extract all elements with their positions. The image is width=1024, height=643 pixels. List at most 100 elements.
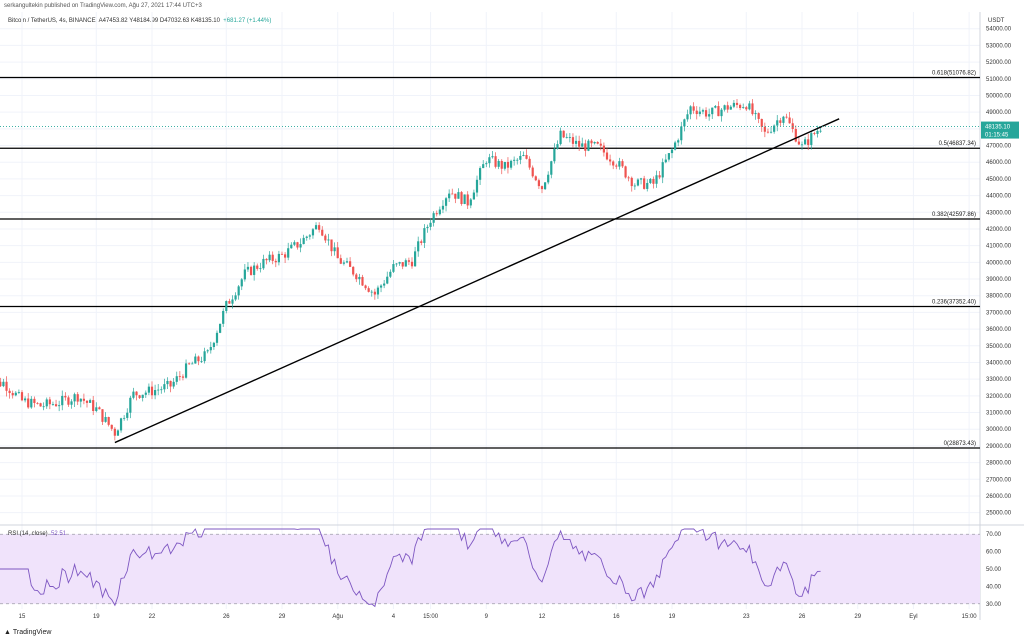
candle-body [444, 198, 448, 206]
candle-body [392, 264, 395, 272]
time-tick-label: 12 [539, 614, 546, 620]
candle-body [293, 242, 296, 245]
price-tick-label: 52000.00 [986, 60, 1012, 66]
candle-body [457, 192, 460, 199]
candle-body [234, 295, 237, 300]
candle-body [717, 106, 720, 117]
candle-body [673, 142, 677, 150]
candle-body [816, 130, 819, 134]
candle-body [88, 400, 92, 403]
candle-body [147, 386, 151, 393]
candle-body [39, 403, 42, 407]
candle-body [522, 155, 525, 156]
candle-body [791, 123, 794, 129]
candle-body [683, 119, 686, 127]
candle-body [268, 254, 271, 261]
candle-body [342, 262, 346, 264]
price-tick-label: 37000.00 [986, 310, 1012, 316]
price-tick-label: 27000.00 [986, 477, 1012, 483]
candle-body [163, 384, 166, 390]
candle-body [237, 286, 240, 296]
candle-body [129, 397, 132, 413]
candle-body [584, 143, 587, 151]
candle-body [153, 390, 157, 396]
candle-body [358, 276, 361, 280]
candle-body [509, 160, 513, 168]
candle-body [407, 260, 411, 262]
price-tick-label: 47000.00 [986, 144, 1012, 150]
candle-body [599, 143, 602, 146]
candle-body [553, 148, 556, 162]
candle-body [33, 398, 36, 403]
candle-body [528, 158, 531, 168]
candle-body [420, 241, 423, 243]
ohlc-values: A47453.82 Y48184.99 D47032.63 K48135.10 [98, 18, 220, 24]
candle-body [259, 268, 262, 270]
candle-body [680, 126, 683, 141]
time-tick-label: 9 [485, 614, 489, 620]
candle-body [348, 261, 352, 267]
symbol-title[interactable]: Bitcoin / TetherUS, 4s, BINANCE [8, 18, 96, 24]
time-tick-label: 15 [19, 614, 26, 620]
candle-body [547, 174, 550, 183]
candle-body [51, 404, 55, 405]
candle-body [726, 105, 729, 110]
candle-body [454, 193, 457, 199]
candle-body [355, 274, 358, 280]
candle-body [630, 177, 633, 187]
candle-body [624, 166, 627, 178]
candle-body [194, 356, 197, 364]
time-tick-label: 4 [392, 614, 396, 620]
time-tick-label: 22 [149, 614, 156, 620]
candle-body [503, 161, 506, 169]
price-tick-label: 54000.00 [986, 27, 1012, 33]
candle-body [132, 391, 135, 398]
candle-body [776, 120, 779, 126]
price-tick-label: 31000.00 [986, 411, 1012, 417]
candle-body [800, 144, 804, 146]
tradingview-logo: ▲ TradingView [4, 629, 51, 636]
candle-body [652, 178, 655, 184]
candle-body [191, 363, 194, 365]
candle-body [537, 180, 541, 187]
fib-label: 0.618(51076.82) [932, 70, 976, 76]
candle-body [240, 279, 243, 287]
candle-body [729, 106, 732, 110]
candle-body [336, 247, 339, 259]
candle-body [488, 157, 491, 164]
candle-body [101, 409, 104, 422]
rsi-tick-label: 30.00 [986, 602, 1002, 608]
candle-body [686, 114, 689, 120]
currency-label[interactable]: USDT [988, 18, 1005, 24]
candle-body [225, 301, 228, 311]
last-price-value: 48135.10 [985, 125, 1011, 131]
candle-body [782, 116, 785, 123]
candle-body [571, 137, 575, 144]
candle-body [395, 263, 398, 265]
candle-body [123, 417, 126, 419]
candle-body [383, 283, 386, 286]
candle-body [256, 265, 259, 269]
candle-body [73, 394, 76, 402]
candle-body [379, 285, 383, 288]
candles [0, 98, 822, 441]
candle-body [506, 161, 510, 168]
candle-body [559, 130, 562, 145]
candle-body [413, 251, 417, 267]
price-tick-label: 44000.00 [986, 194, 1012, 200]
candle-body [451, 193, 454, 195]
candle-body [708, 114, 711, 117]
candle-body [82, 398, 86, 401]
candle-body [742, 107, 745, 108]
time-tick-label: 15:00 [423, 614, 439, 620]
candle-body [658, 175, 661, 178]
candle-body [689, 106, 692, 115]
price-tick-label: 35000.00 [986, 344, 1012, 350]
symbol-legend: Bitcoin / TetherUS, 4s, BINANCE A47453.8… [8, 18, 271, 24]
candle-body [169, 380, 172, 387]
candle-body [695, 110, 698, 115]
candle-body [605, 152, 609, 160]
candle-body [608, 159, 612, 162]
price-tick-label: 42000.00 [986, 227, 1012, 233]
